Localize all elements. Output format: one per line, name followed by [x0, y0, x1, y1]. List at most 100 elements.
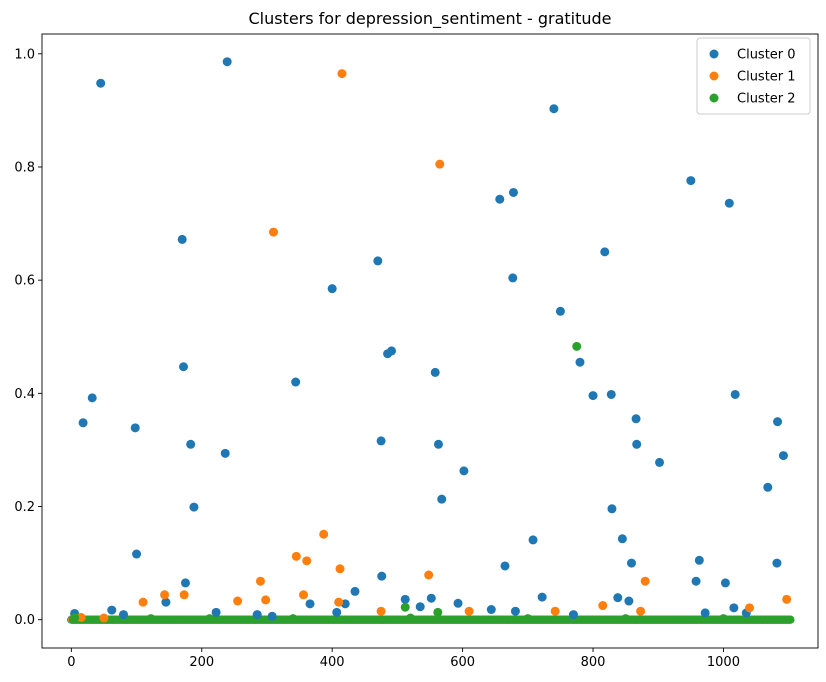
data-point-cluster-0: [459, 466, 469, 476]
data-point-cluster-0: [267, 611, 277, 621]
data-point-cluster-2: [400, 602, 410, 612]
data-point-cluster-1: [745, 603, 755, 613]
legend-label: Cluster 0: [737, 48, 796, 63]
data-point-cluster-0: [415, 602, 425, 612]
data-point-cluster-0: [130, 423, 140, 433]
data-point-cluster-0: [161, 597, 171, 607]
data-point-cluster-0: [729, 603, 739, 613]
data-point-cluster-0: [186, 439, 196, 449]
data-point-cluster-0: [387, 346, 397, 356]
data-point-cluster-0: [772, 558, 782, 568]
data-point-cluster-0: [291, 377, 301, 387]
data-point-cluster-1: [424, 570, 434, 580]
legend: Cluster 0 Cluster 1 Cluster 2: [696, 37, 811, 115]
data-point-cluster-0: [607, 504, 617, 514]
data-point-cluster-0: [508, 187, 518, 197]
y-tick-label: 0.6: [14, 274, 35, 289]
data-point-cluster-2: [523, 614, 533, 624]
y-tick-label: 0.0: [14, 613, 35, 628]
data-point-cluster-1: [319, 529, 329, 539]
data-point-cluster-0: [252, 610, 262, 620]
data-point-cluster-2: [146, 614, 156, 624]
data-point-cluster-0: [631, 414, 641, 424]
data-point-cluster-0: [350, 586, 360, 596]
x-tick-label: 600: [450, 655, 475, 670]
baseline-point: [786, 615, 795, 624]
data-point-cluster-1: [550, 606, 560, 616]
data-point-cluster-0: [613, 593, 623, 603]
data-point-cluster-1: [179, 590, 189, 600]
data-point-cluster-1: [302, 556, 312, 566]
data-point-cluster-0: [400, 594, 410, 604]
data-point-cluster-0: [177, 234, 187, 244]
data-point-cluster-0: [773, 417, 783, 427]
data-point-cluster-2: [433, 607, 443, 617]
data-point-cluster-0: [437, 494, 447, 504]
data-point-cluster-0: [220, 448, 230, 458]
data-point-cluster-0: [691, 576, 701, 586]
data-point-cluster-0: [305, 599, 315, 609]
data-point-cluster-1: [160, 590, 170, 600]
data-point-cluster-1: [99, 613, 109, 623]
data-point-cluster-0: [508, 273, 518, 283]
data-point-cluster-0: [632, 439, 642, 449]
y-tick-label: 0.4: [14, 387, 35, 402]
data-point-cluster-1: [636, 606, 646, 616]
data-point-cluster-0: [624, 596, 634, 606]
data-point-cluster-1: [291, 551, 301, 561]
data-point-cluster-0: [377, 571, 387, 581]
data-point-cluster-0: [700, 608, 710, 618]
data-point-cluster-0: [724, 198, 734, 208]
x-tick-label: 200: [189, 655, 214, 670]
legend-box: [696, 37, 811, 115]
data-point-cluster-0: [730, 389, 740, 399]
legend-marker: [709, 71, 719, 81]
data-point-cluster-2: [288, 614, 298, 624]
data-point-cluster-1: [255, 576, 265, 586]
data-point-cluster-1: [782, 594, 792, 604]
data-point-cluster-0: [568, 610, 578, 620]
data-point-cluster-0: [332, 607, 342, 617]
data-point-cluster-2: [572, 341, 582, 351]
legend-label: Cluster 1: [737, 70, 796, 85]
x-tick-label: 1000: [707, 655, 740, 670]
data-point-cluster-0: [694, 555, 704, 565]
data-point-cluster-1: [261, 595, 271, 605]
data-point-cluster-0: [575, 357, 585, 367]
data-point-cluster-2: [205, 614, 215, 624]
data-point-cluster-0: [211, 607, 221, 617]
chart-title: Clusters for depression_sentiment - grat…: [248, 9, 611, 29]
plot-area: [67, 57, 795, 624]
data-point-cluster-2: [718, 614, 728, 624]
data-point-cluster-0: [778, 451, 788, 461]
data-point-cluster-1: [598, 601, 608, 611]
data-point-cluster-0: [588, 391, 598, 401]
data-point-cluster-1: [298, 590, 308, 600]
data-point-cluster-0: [180, 578, 190, 588]
data-point-cluster-0: [686, 176, 696, 186]
data-point-cluster-0: [626, 558, 636, 568]
data-point-cluster-0: [486, 605, 496, 615]
data-point-cluster-0: [78, 418, 88, 428]
data-point-cluster-0: [376, 436, 386, 446]
data-point-cluster-0: [495, 194, 505, 204]
legend-marker: [709, 49, 719, 59]
data-point-cluster-0: [763, 482, 773, 492]
data-point-cluster-0: [600, 247, 610, 257]
x-tick-label: 400: [320, 655, 345, 670]
axes: 0 200 400 600 800 1000 0.0 0.2 0.4 0.6 0.8 1.0: [14, 33, 819, 670]
data-point-cluster-0: [453, 598, 463, 608]
data-point-cluster-0: [426, 593, 436, 603]
y-tick-label: 0.2: [14, 500, 35, 515]
data-point-cluster-2: [70, 612, 80, 622]
data-point-cluster-2: [405, 613, 415, 623]
data-point-cluster-1: [268, 227, 278, 237]
data-point-cluster-0: [433, 439, 443, 449]
legend-label: Cluster 2: [737, 92, 796, 107]
data-point-cluster-1: [337, 69, 347, 79]
data-point-cluster-0: [430, 367, 440, 377]
plot-frame: [41, 33, 819, 649]
data-point-cluster-0: [510, 606, 520, 616]
